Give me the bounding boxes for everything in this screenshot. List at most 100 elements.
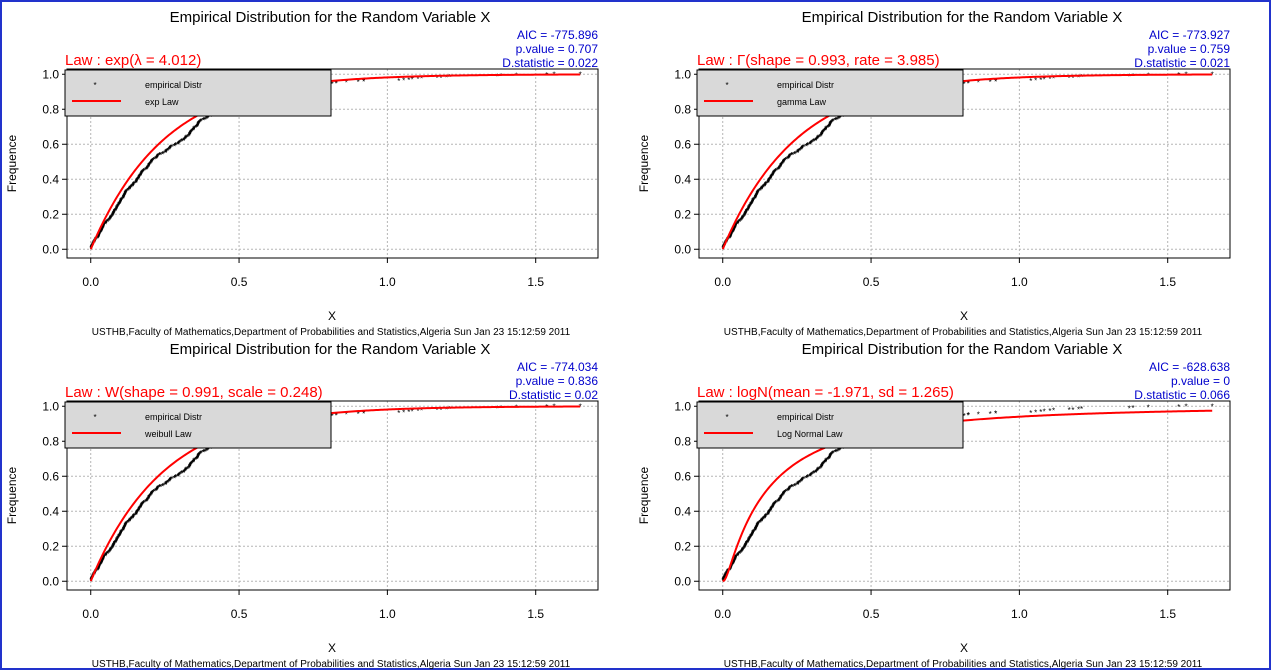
empirical-point: * (755, 191, 758, 200)
empirical-point: * (729, 565, 732, 574)
empirical-point: * (150, 490, 153, 499)
empirical-point: * (515, 72, 518, 81)
empirical-point: * (124, 521, 127, 530)
empirical-point: * (335, 79, 338, 88)
empirical-point: * (805, 142, 808, 151)
empirical-point: * (748, 203, 751, 212)
empirical-point: * (737, 219, 740, 228)
empirical-point: * (828, 122, 831, 131)
footer-text: USTHB,Faculty of Mathematics,Department … (92, 327, 571, 338)
empirical-point: * (767, 177, 770, 186)
empirical-point: * (161, 150, 164, 159)
empirical-point: * (803, 475, 806, 484)
empirical-point: * (120, 527, 123, 536)
empirical-point: * (149, 160, 152, 169)
empirical-point: * (122, 527, 125, 536)
empirical-point: * (767, 179, 770, 188)
empirical-point: * (140, 170, 143, 179)
empirical-point: * (132, 181, 135, 190)
empirical-point: * (135, 177, 138, 186)
empirical-point: * (196, 121, 199, 130)
empirical-point: * (823, 459, 826, 468)
empirical-point: * (147, 162, 150, 171)
empirical-point: * (805, 474, 808, 483)
empirical-point: * (107, 217, 110, 226)
empirical-point: * (141, 168, 144, 177)
empirical-point: * (112, 210, 115, 219)
empirical-point: * (116, 535, 119, 544)
empirical-point: * (158, 151, 161, 160)
empirical-point: * (164, 149, 167, 158)
empirical-point: * (197, 452, 200, 461)
empirical-point: * (174, 473, 177, 482)
empirical-point: * (202, 449, 205, 458)
empirical-point: * (206, 114, 209, 123)
empirical-point: * (744, 542, 747, 551)
y-tick-label: 0.2 (674, 539, 691, 553)
law-label: Law : exp(λ = 4.012) (65, 52, 201, 69)
empirical-point: * (115, 204, 118, 213)
empirical-point: * (1029, 409, 1032, 418)
empirical-point: * (781, 492, 784, 501)
empirical-point: * (203, 116, 206, 125)
empirical-point: * (730, 563, 733, 572)
empirical-point: * (816, 466, 819, 475)
empirical-point: * (180, 138, 183, 147)
empirical-point: * (768, 176, 771, 185)
empirical-point: * (786, 487, 789, 496)
empirical-point: * (101, 225, 104, 234)
empirical-point: * (206, 114, 209, 123)
empirical-point: * (797, 479, 800, 488)
empirical-point: * (760, 184, 763, 193)
empirical-point: * (784, 156, 787, 165)
empirical-point: * (757, 188, 760, 197)
x-axis-label: X (960, 309, 968, 323)
empirical-point: * (148, 492, 151, 501)
empirical-point: * (767, 177, 770, 186)
empirical-point: * (169, 145, 172, 154)
empirical-point: * (122, 526, 125, 535)
empirical-point: * (146, 496, 149, 505)
empirical-point: * (150, 491, 153, 500)
empirical-point: * (743, 544, 746, 553)
empirical-point: * (1039, 76, 1042, 85)
empirical-point: * (819, 464, 822, 473)
empirical-point: * (179, 470, 182, 479)
empirical-point: * (994, 409, 997, 418)
empirical-point: * (122, 195, 125, 204)
empirical-point: * (102, 556, 105, 565)
empirical-point: * (723, 572, 726, 581)
empirical-point: * (743, 211, 746, 220)
empirical-point: * (207, 114, 210, 123)
empirical-point: * (798, 479, 801, 488)
empirical-point: * (782, 158, 785, 167)
empirical-point: * (745, 540, 748, 549)
y-tick-label: 0.2 (674, 207, 691, 221)
empirical-point: * (168, 477, 171, 486)
empirical-point: * (169, 144, 172, 153)
empirical-point: * (127, 187, 130, 196)
empirical-point: * (778, 164, 781, 173)
empirical-point: * (742, 213, 745, 222)
empirical-point: * (148, 161, 151, 170)
empirical-point: * (834, 449, 837, 458)
empirical-point: * (782, 491, 785, 500)
empirical-point: * (800, 478, 803, 487)
empirical-point: * (767, 177, 770, 186)
empirical-point: * (164, 148, 167, 157)
empirical-point: * (199, 450, 202, 459)
empirical-point: * (823, 128, 826, 137)
empirical-point: * (746, 207, 749, 216)
empirical-point: * (192, 125, 195, 134)
empirical-point: * (752, 195, 755, 204)
empirical-point: * (835, 116, 838, 125)
empirical-point: * (146, 164, 149, 173)
empirical-point: * (790, 483, 793, 492)
empirical-point: * (184, 135, 187, 144)
empirical-point: * (790, 152, 793, 161)
x-tick-label: 0.5 (231, 607, 248, 621)
empirical-point: * (141, 168, 144, 177)
empirical-point: * (155, 486, 158, 495)
empirical-point: * (111, 543, 114, 552)
empirical-point: * (113, 208, 116, 217)
